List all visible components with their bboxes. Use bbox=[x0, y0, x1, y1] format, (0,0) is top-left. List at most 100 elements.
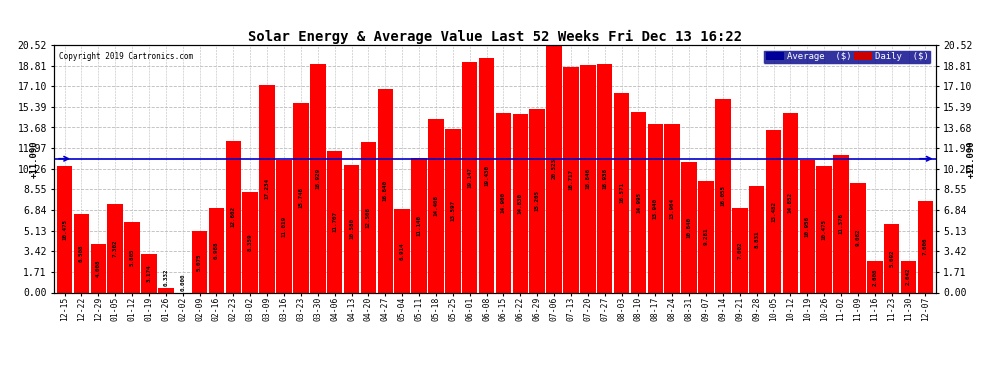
Bar bbox=[580, 65, 596, 292]
Text: 13.597: 13.597 bbox=[450, 200, 455, 221]
Bar bbox=[496, 113, 511, 292]
Text: 20.523: 20.523 bbox=[551, 158, 556, 179]
Text: 12.602: 12.602 bbox=[231, 206, 236, 227]
Text: 6.988: 6.988 bbox=[214, 242, 219, 259]
Bar bbox=[259, 85, 275, 292]
Bar bbox=[90, 244, 106, 292]
Text: 18.938: 18.938 bbox=[602, 168, 607, 189]
Bar bbox=[226, 141, 242, 292]
Bar bbox=[377, 89, 393, 292]
Bar bbox=[73, 214, 89, 292]
Text: 14.830: 14.830 bbox=[518, 193, 523, 214]
Text: 3.174: 3.174 bbox=[147, 265, 151, 282]
Text: Copyright 2019 Cartronics.com: Copyright 2019 Cartronics.com bbox=[58, 53, 193, 62]
Bar bbox=[563, 67, 579, 292]
Text: 13.964: 13.964 bbox=[669, 198, 675, 219]
Text: 5.075: 5.075 bbox=[197, 253, 202, 271]
Text: 16.055: 16.055 bbox=[721, 185, 726, 206]
Bar bbox=[918, 201, 934, 292]
Bar bbox=[513, 114, 528, 292]
Text: 2.642: 2.642 bbox=[906, 268, 911, 285]
Bar bbox=[158, 288, 173, 292]
Text: 9.082: 9.082 bbox=[855, 229, 860, 246]
Text: 4.008: 4.008 bbox=[96, 260, 101, 277]
Bar bbox=[360, 142, 376, 292]
Bar bbox=[293, 102, 309, 292]
Text: 6.508: 6.508 bbox=[79, 244, 84, 262]
Text: 14.900: 14.900 bbox=[501, 192, 506, 213]
Text: 6.914: 6.914 bbox=[400, 242, 405, 260]
Bar bbox=[834, 155, 848, 292]
Text: 11.707: 11.707 bbox=[333, 211, 338, 232]
Text: 9.281: 9.281 bbox=[704, 228, 709, 245]
Text: 16.840: 16.840 bbox=[383, 180, 388, 201]
Bar bbox=[715, 99, 731, 292]
Bar bbox=[631, 112, 646, 292]
Text: 5.692: 5.692 bbox=[889, 249, 894, 267]
Text: 18.929: 18.929 bbox=[315, 168, 321, 189]
Bar bbox=[192, 231, 207, 292]
Bar bbox=[681, 162, 697, 292]
Bar bbox=[884, 224, 900, 292]
Bar bbox=[394, 209, 410, 292]
Text: 15.748: 15.748 bbox=[298, 187, 303, 208]
Bar bbox=[817, 166, 832, 292]
Bar bbox=[765, 130, 781, 292]
Text: 12.508: 12.508 bbox=[366, 207, 371, 228]
Text: 14.995: 14.995 bbox=[636, 192, 641, 213]
Text: 11.376: 11.376 bbox=[839, 213, 843, 234]
Bar bbox=[142, 254, 156, 292]
Bar bbox=[125, 222, 140, 292]
Text: 18.717: 18.717 bbox=[568, 169, 573, 190]
Text: 7.606: 7.606 bbox=[923, 238, 928, 255]
Text: 13.482: 13.482 bbox=[771, 201, 776, 222]
Text: 10.475: 10.475 bbox=[62, 219, 67, 240]
Text: 10.580: 10.580 bbox=[349, 218, 354, 239]
Bar bbox=[800, 160, 815, 292]
Bar bbox=[530, 109, 544, 292]
Bar bbox=[462, 62, 477, 292]
Text: 8.831: 8.831 bbox=[754, 231, 759, 248]
Bar bbox=[748, 186, 764, 292]
Bar bbox=[597, 64, 613, 292]
Text: 2.608: 2.608 bbox=[872, 268, 877, 285]
Text: 15.205: 15.205 bbox=[535, 190, 540, 211]
Legend: Average  ($), Daily  ($): Average ($), Daily ($) bbox=[763, 50, 931, 64]
Text: 0.000: 0.000 bbox=[180, 274, 185, 291]
Text: +11.090: +11.090 bbox=[966, 140, 975, 177]
Bar bbox=[276, 160, 292, 292]
Bar bbox=[108, 204, 123, 292]
Text: +11.090: +11.090 bbox=[30, 140, 39, 177]
Bar bbox=[327, 151, 343, 292]
Text: 0.332: 0.332 bbox=[163, 268, 168, 286]
Bar bbox=[209, 208, 225, 292]
Text: 18.846: 18.846 bbox=[585, 168, 590, 189]
Bar bbox=[867, 261, 882, 292]
Bar bbox=[546, 45, 562, 292]
Text: 11.140: 11.140 bbox=[417, 215, 422, 236]
Bar bbox=[614, 93, 630, 292]
Bar bbox=[344, 165, 359, 292]
Bar bbox=[446, 129, 460, 292]
Bar bbox=[411, 158, 427, 292]
Text: 10.956: 10.956 bbox=[805, 216, 810, 237]
Text: 7.002: 7.002 bbox=[738, 242, 742, 259]
Bar bbox=[664, 124, 680, 292]
Text: 13.940: 13.940 bbox=[652, 198, 657, 219]
Text: 19.147: 19.147 bbox=[467, 166, 472, 188]
Bar bbox=[56, 166, 72, 292]
Text: 7.302: 7.302 bbox=[113, 240, 118, 257]
Text: 14.852: 14.852 bbox=[788, 192, 793, 213]
Text: 19.430: 19.430 bbox=[484, 165, 489, 186]
Text: 17.234: 17.234 bbox=[264, 178, 269, 199]
Text: 8.359: 8.359 bbox=[248, 233, 252, 251]
Text: 10.840: 10.840 bbox=[687, 217, 692, 238]
Text: 5.805: 5.805 bbox=[130, 249, 135, 266]
Bar bbox=[901, 261, 917, 292]
Text: 11.019: 11.019 bbox=[281, 216, 286, 237]
Text: 14.408: 14.408 bbox=[434, 195, 439, 216]
Bar bbox=[698, 180, 714, 292]
Text: 16.571: 16.571 bbox=[619, 182, 624, 203]
Bar bbox=[783, 113, 798, 292]
Bar bbox=[428, 119, 444, 292]
